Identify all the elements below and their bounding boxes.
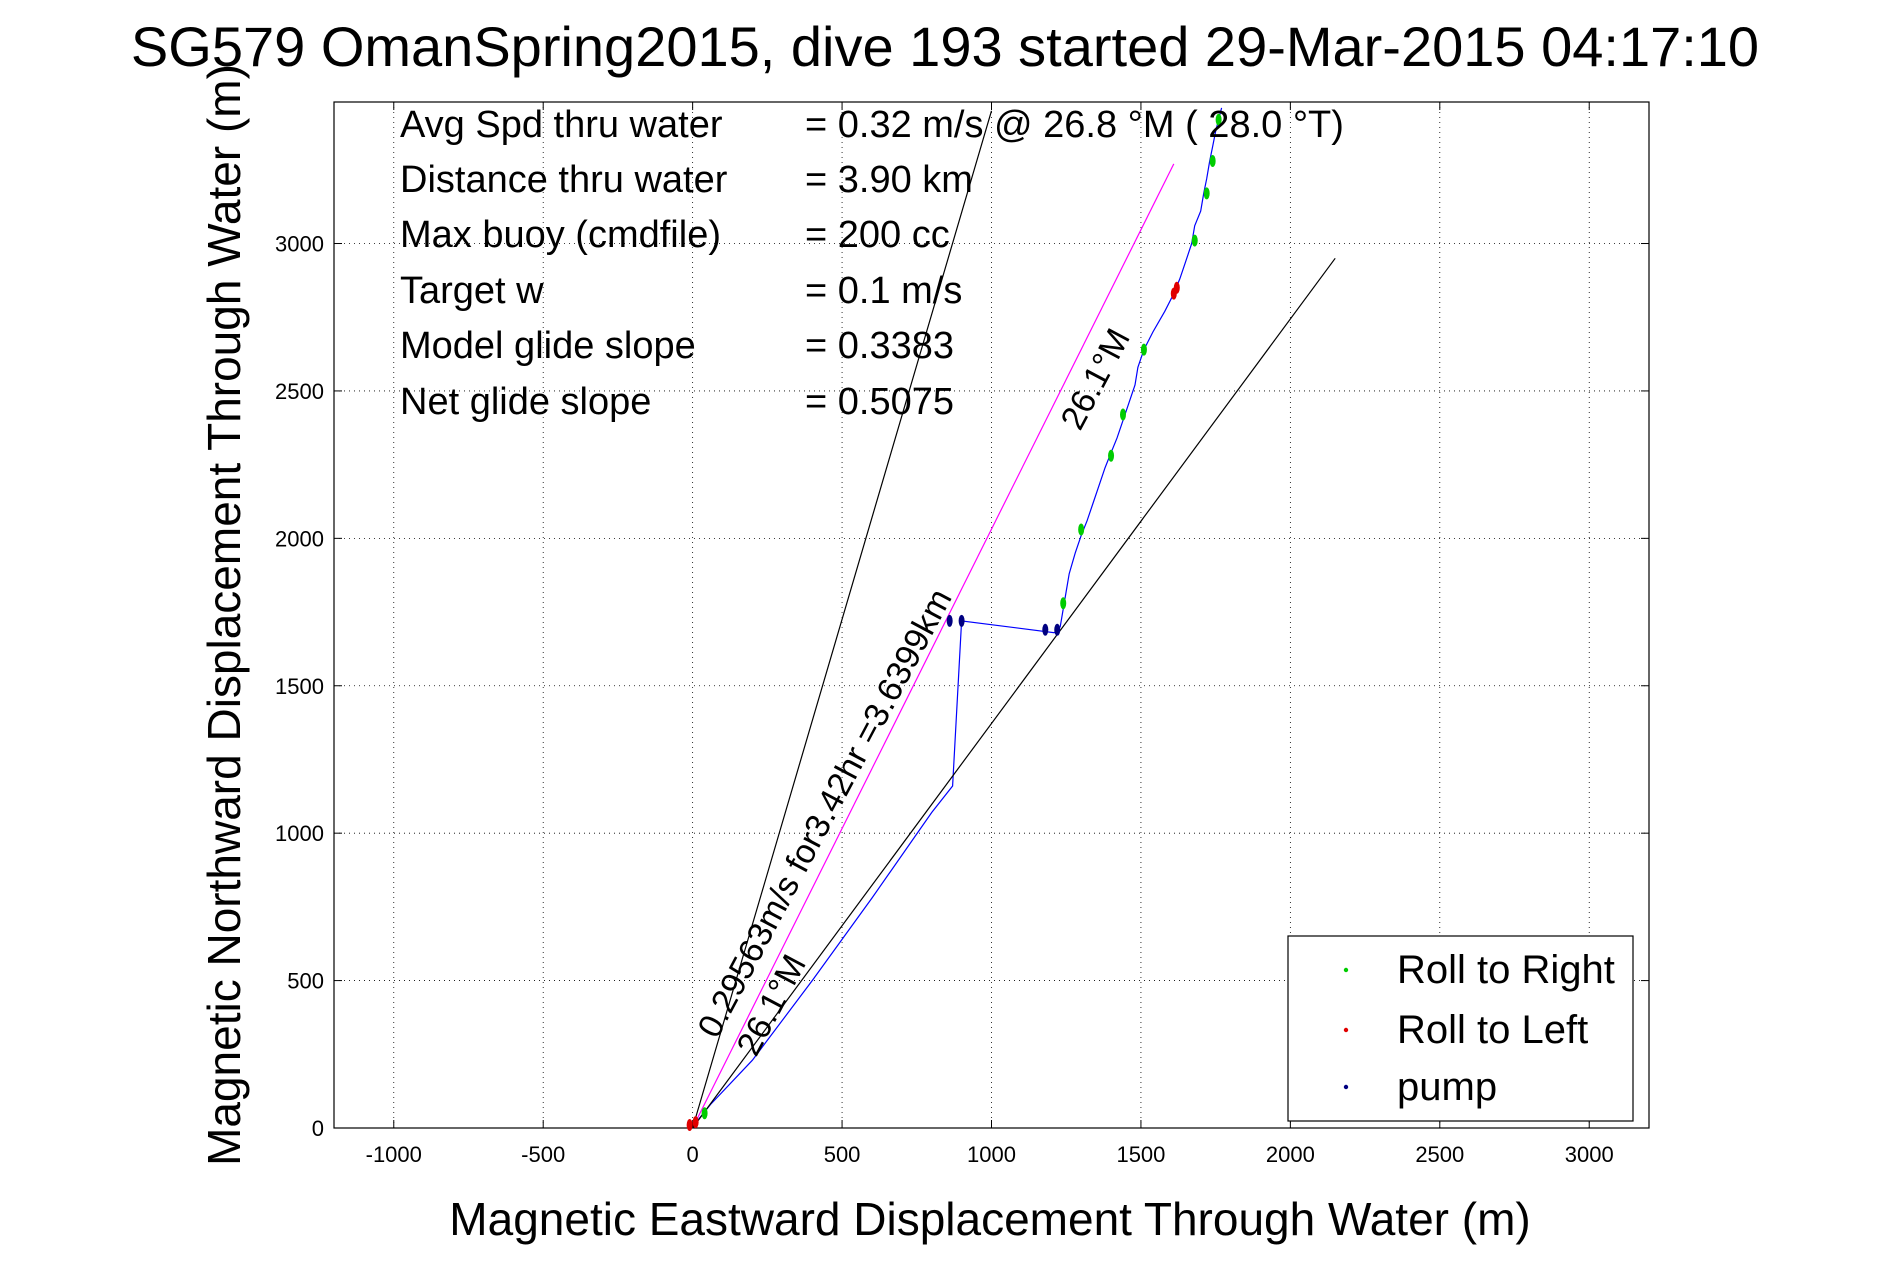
x-tick-label: 1500: [1116, 1142, 1165, 1167]
stat-label-distance: Distance thru water: [400, 159, 728, 201]
stat-label-net-glide: Net glide slope: [400, 381, 651, 423]
x-tick-label: 2500: [1415, 1142, 1464, 1167]
roll-left-marker: [692, 1116, 699, 1129]
legend-marker-roll-left: [1343, 1027, 1349, 1033]
roll-right-marker: [1215, 113, 1222, 126]
stats-block: Avg Spd thru water = 0.32 m/s @ 26.8 °M …: [400, 104, 1344, 423]
speed-line: [692, 163, 1175, 1129]
pump-marker: [1042, 623, 1049, 636]
heading-bound-left: [692, 110, 993, 1129]
stat-value-net-glide: = 0.5075: [805, 381, 954, 423]
legend-label-roll-right: Roll to Right: [1397, 948, 1615, 992]
y-axis-ticks: 0 500 1000 1500 2000 2500 3000: [275, 232, 1649, 1141]
plot-area: -1000 -500 0 500 1000 1500 2000 2500 3000 0 500 10…: [275, 101, 1650, 1167]
stat-value-max-buoy: = 200 cc: [805, 214, 950, 256]
x-tick-label: -500: [521, 1142, 565, 1167]
roll-left-marker: [1173, 281, 1180, 294]
x-tick-label: 3000: [1565, 1142, 1614, 1167]
y-tick-label: 1500: [275, 674, 324, 699]
roll-right-marker: [1209, 154, 1216, 167]
x-tick-label: 0: [687, 1142, 699, 1167]
x-axis-label: Magnetic Eastward Displacement Through W…: [449, 1193, 1530, 1245]
pump-marker: [1054, 623, 1061, 636]
legend-label-roll-left: Roll to Left: [1397, 1008, 1588, 1052]
y-tick-label: 500: [287, 969, 324, 994]
roll-right-marker: [1120, 408, 1126, 421]
track: [692, 107, 1223, 1129]
roll-right-marker: [1140, 343, 1147, 356]
stat-label-model-glide: Model glide slope: [400, 325, 696, 367]
x-tick-label: 1000: [967, 1142, 1016, 1167]
roll-right-marker: [1060, 597, 1067, 610]
legend: Roll to Right Roll to Left pump: [1287, 935, 1634, 1122]
legend-marker-roll-right: [1343, 967, 1349, 973]
x-tick-label: -1000: [366, 1142, 422, 1167]
stat-value-avg-speed: = 0.32 m/s @ 26.8 °M ( 28.0 °T): [805, 104, 1344, 146]
pump-marker: [946, 614, 953, 627]
x-tick-label: 500: [824, 1142, 861, 1167]
heading-bound-right: [692, 257, 1336, 1129]
y-axis-label: Magnetic Northward Displacement Through …: [198, 64, 250, 1166]
roll-right-marker: [1203, 187, 1210, 200]
legend-marker-pump: [1343, 1084, 1349, 1090]
stat-label-target-w: Target w: [400, 270, 544, 312]
stat-value-model-glide: = 0.3383: [805, 325, 954, 367]
roll-right-marker: [1078, 523, 1085, 536]
roll-right-marker: [1108, 449, 1115, 462]
series-markers: [686, 113, 1222, 1132]
chart-title: SG579 OmanSpring2015, dive 193 started 2…: [131, 15, 1759, 78]
pump-marker: [958, 614, 965, 627]
stat-label-max-buoy: Max buoy (cmdfile): [400, 214, 721, 256]
series-lines: [692, 107, 1336, 1129]
y-tick-label: 1000: [275, 821, 324, 846]
roll-left-marker: [686, 1119, 693, 1132]
roll-right-marker: [1191, 234, 1198, 247]
stat-value-target-w: = 0.1 m/s: [805, 270, 962, 312]
stat-value-distance: = 3.90 km: [805, 159, 973, 201]
y-tick-label: 3000: [275, 232, 324, 257]
y-tick-label: 2500: [275, 379, 324, 404]
x-tick-label: 2000: [1266, 1142, 1315, 1167]
roll-right-marker: [701, 1107, 708, 1120]
y-tick-label: 0: [312, 1116, 324, 1141]
legend-label-pump: pump: [1397, 1065, 1497, 1109]
y-tick-label: 2000: [275, 526, 324, 551]
stat-label-avg-speed: Avg Spd thru water: [400, 104, 723, 146]
